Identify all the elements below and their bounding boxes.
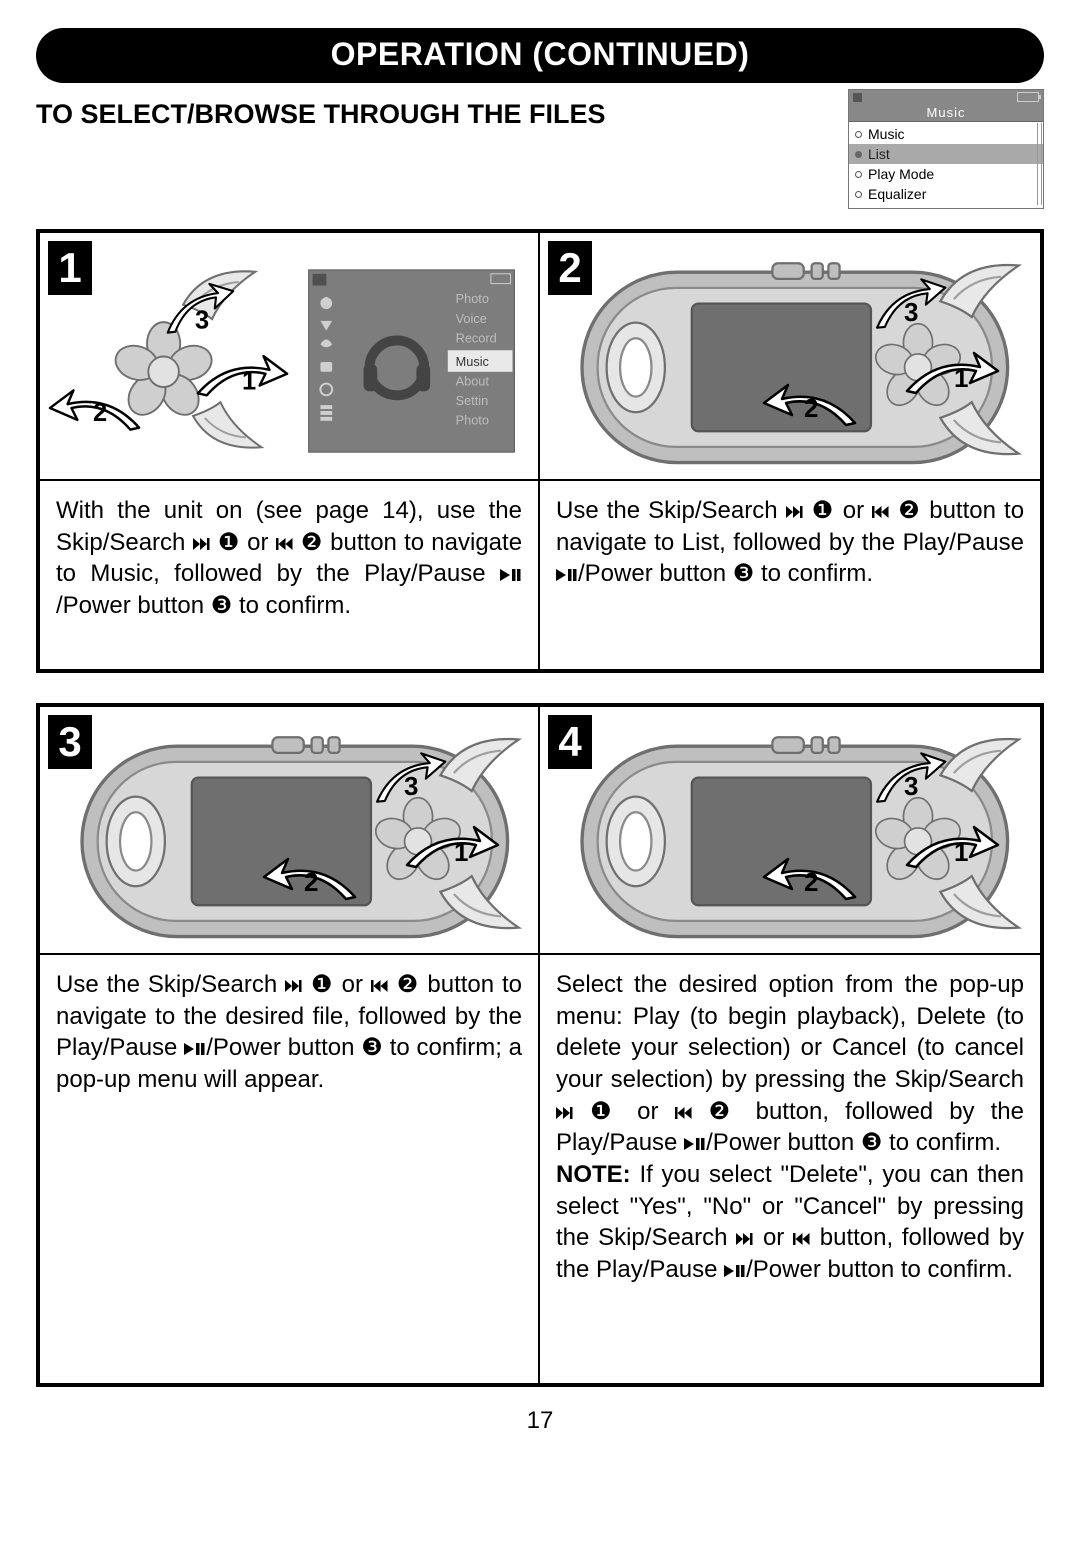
page-number: 17 xyxy=(36,1407,1044,1435)
play-pause-icon xyxy=(684,1138,706,1152)
step-4-text: Select the desired option from the pop-u… xyxy=(540,955,1042,1385)
step-3-image: 3 1 2 3 xyxy=(38,705,540,955)
skip-forward-icon xyxy=(786,506,804,520)
section-banner: OPERATION (CONTINUED) xyxy=(36,28,1044,83)
skip-back-icon xyxy=(872,506,890,520)
svg-text:1: 1 xyxy=(454,837,468,867)
svg-text:2: 2 xyxy=(804,393,818,423)
svg-text:1: 1 xyxy=(954,837,968,867)
scrollbar-icon xyxy=(1037,123,1042,205)
step-4-image: 4 1 2 3 xyxy=(540,705,1042,955)
svg-text:Music: Music xyxy=(456,354,490,369)
skip-forward-icon xyxy=(736,1233,754,1247)
steps-grid-1: 1 1 2 3 xyxy=(36,229,1044,673)
svg-text:Voice: Voice xyxy=(456,311,487,326)
stop-icon xyxy=(853,93,862,102)
skip-forward-icon xyxy=(556,1107,574,1121)
svg-text:3: 3 xyxy=(904,771,918,801)
mini-menu-item: Play Mode xyxy=(849,164,1043,184)
svg-text:3: 3 xyxy=(195,307,209,335)
battery-icon xyxy=(1017,92,1039,102)
skip-back-icon xyxy=(371,980,389,994)
skip-back-icon xyxy=(276,538,294,552)
svg-text:Record: Record xyxy=(456,330,497,345)
svg-text:1: 1 xyxy=(242,367,256,395)
play-pause-icon xyxy=(556,569,578,583)
step-1-text: With the unit on (see page 14), use the … xyxy=(38,481,540,671)
svg-text:Settin: Settin xyxy=(456,393,489,408)
skip-forward-icon xyxy=(285,980,303,994)
mini-menu-item: Equalizer xyxy=(849,184,1043,204)
mini-menu-title: Music xyxy=(849,104,1043,122)
step-2-image: 2 1 2 3 xyxy=(540,231,1042,481)
svg-text:Photo: Photo xyxy=(456,413,489,428)
skip-forward-icon xyxy=(193,538,211,552)
skip-back-icon xyxy=(675,1107,693,1121)
svg-text:Photo: Photo xyxy=(456,291,489,306)
svg-text:2: 2 xyxy=(304,867,318,897)
mini-menu-item-selected: List xyxy=(849,144,1043,164)
step-2-text: Use the Skip/Search ❶ or ❷ button to nav… xyxy=(540,481,1042,671)
step-1-image: 1 1 2 3 xyxy=(38,231,540,481)
step-3-text: Use the Skip/Search ❶ or ❷ button to nav… xyxy=(38,955,540,1385)
note-label: NOTE: xyxy=(556,1161,631,1188)
svg-text:3: 3 xyxy=(904,297,918,327)
skip-back-icon xyxy=(793,1233,811,1247)
mini-menu-screenshot: Music Music List Play Mode Equalizer xyxy=(848,83,1044,209)
svg-text:1: 1 xyxy=(954,363,968,393)
play-pause-icon xyxy=(184,1043,206,1057)
steps-grid-2: 3 1 2 3 4 1 2 3 xyxy=(36,703,1044,1387)
play-pause-icon xyxy=(500,569,522,583)
svg-text:2: 2 xyxy=(93,399,107,427)
svg-text:3: 3 xyxy=(404,771,418,801)
play-pause-icon xyxy=(724,1265,746,1279)
svg-text:2: 2 xyxy=(804,867,818,897)
section-subtitle: TO SELECT/BROWSE THROUGH THE FILES xyxy=(36,99,606,130)
mini-menu-statusbar xyxy=(849,90,1043,104)
mini-menu-item: Music xyxy=(849,124,1043,144)
svg-text:About: About xyxy=(456,374,490,389)
